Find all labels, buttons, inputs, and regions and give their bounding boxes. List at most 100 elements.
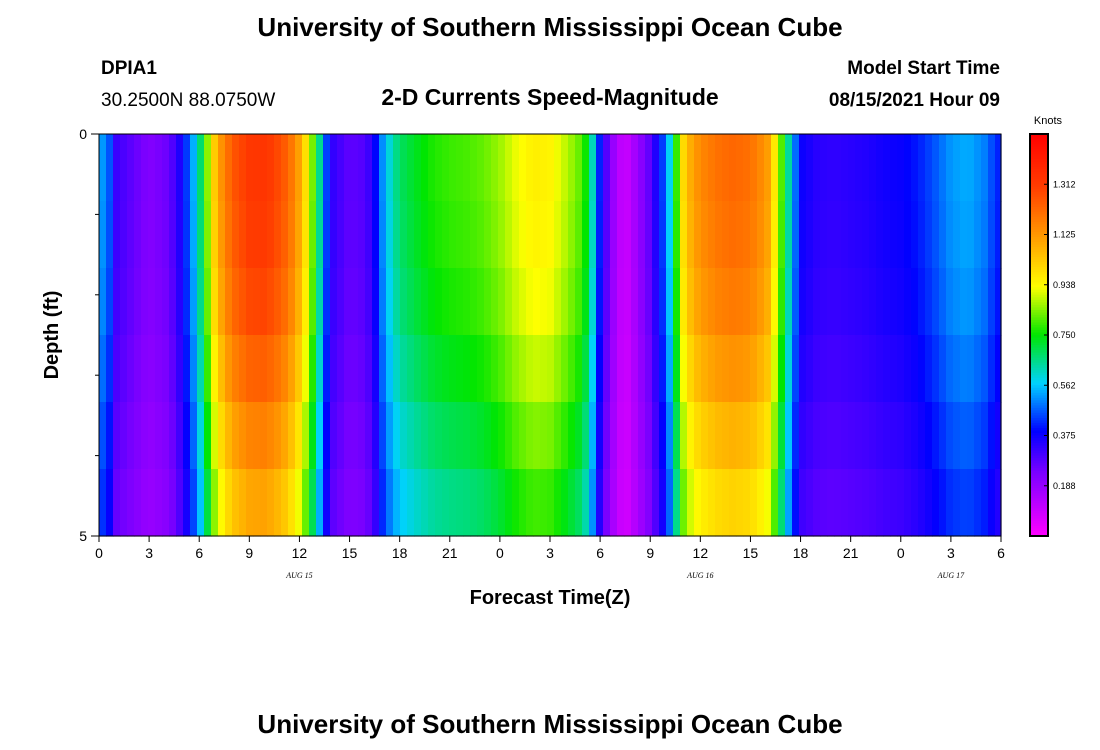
heatmap-cell — [960, 134, 968, 202]
colorbar-swatch — [1030, 191, 1048, 195]
heatmap-cell — [792, 201, 800, 269]
x-tick-label: 6 — [596, 545, 604, 561]
heatmap-cell — [736, 268, 744, 336]
heatmap-cell — [190, 268, 198, 336]
x-tick-label: 6 — [997, 545, 1005, 561]
heatmap-cell — [113, 402, 121, 470]
colorbar-swatch — [1030, 400, 1048, 404]
heatmap-cell — [547, 201, 555, 269]
heatmap-cell — [988, 335, 996, 403]
heatmap-cell — [253, 402, 261, 470]
heatmap-cell — [428, 268, 436, 336]
heatmap-cell — [792, 335, 800, 403]
colorbar-swatch — [1030, 229, 1048, 233]
heatmap-cell — [862, 201, 870, 269]
heatmap-cell — [386, 402, 394, 470]
heatmap-cell — [148, 268, 156, 336]
heatmap-cell — [344, 402, 352, 470]
heatmap-cell — [617, 201, 625, 269]
heatmap-cell — [890, 402, 898, 470]
heatmap-cell — [253, 469, 261, 537]
heatmap-cell — [302, 268, 310, 336]
colorbar-swatch — [1030, 478, 1048, 482]
heatmap-cell — [911, 402, 919, 470]
heatmap-cell — [372, 335, 380, 403]
heatmap-cell — [134, 335, 142, 403]
heatmap-cell — [981, 469, 989, 537]
heatmap-cell — [281, 469, 289, 537]
heatmap-cell — [246, 134, 254, 202]
heatmap-cell — [918, 134, 926, 202]
heatmap-cell — [757, 201, 765, 269]
colorbar-swatch — [1030, 365, 1048, 369]
heatmap-cell — [498, 469, 506, 537]
heatmap-cell — [127, 469, 135, 537]
heatmap-cell — [974, 201, 982, 269]
colorbar-swatch — [1030, 377, 1048, 381]
colorbar-swatch — [1030, 176, 1048, 180]
heatmap-cell — [260, 402, 268, 470]
heatmap-cell — [596, 201, 604, 269]
heatmap-cell — [785, 469, 793, 537]
heatmap-cell — [813, 335, 821, 403]
colorbar-swatch — [1030, 322, 1048, 326]
colorbar-swatch — [1030, 156, 1048, 160]
colorbar-swatch — [1030, 262, 1048, 266]
heatmap-cell — [141, 134, 149, 202]
heatmap-cell — [617, 469, 625, 537]
station-coordinates: 30.2500N 88.0750W — [101, 90, 275, 111]
heatmap-cell — [442, 201, 450, 269]
heatmap-cell — [190, 201, 198, 269]
heatmap-cell — [540, 201, 548, 269]
colorbar-swatch — [1030, 430, 1048, 434]
heatmap-cell — [274, 134, 282, 202]
heatmap-cell — [337, 469, 345, 537]
heatmap-cell — [274, 201, 282, 269]
x-axis: 0 3 6 9 12 15 18 21 0 3 6 9 12 15 18 21 0 3 6 AUG 15 AUG 16 A… — [95, 536, 1005, 580]
heatmap-cell — [197, 134, 205, 202]
heatmap-cell — [323, 469, 331, 537]
heatmap-cell — [435, 201, 443, 269]
heatmap-cell — [610, 268, 618, 336]
heatmap-cell — [582, 201, 590, 269]
heatmap-cell — [680, 201, 688, 269]
colorbar-swatch — [1030, 422, 1048, 427]
heatmap-cell — [820, 469, 828, 537]
colorbar-swatch — [1030, 352, 1048, 356]
heatmap-cell — [617, 335, 625, 403]
heatmap-cell — [176, 268, 184, 336]
heatmap-cell — [603, 268, 611, 336]
heatmap-cell — [694, 268, 702, 336]
heatmap-cell — [680, 402, 688, 470]
colorbar-swatch — [1030, 375, 1048, 379]
heatmap-cell — [456, 268, 464, 336]
colorbar-swatch — [1030, 505, 1048, 509]
heatmap-cell — [407, 402, 415, 470]
heatmap-cell — [309, 402, 317, 470]
heatmap-cell — [260, 134, 268, 202]
colorbar-swatch — [1030, 324, 1048, 329]
colorbar-swatch — [1030, 234, 1048, 238]
heatmap-cell — [834, 134, 842, 202]
heatmap-cell — [708, 469, 716, 537]
heatmap-cell — [848, 335, 856, 403]
heatmap-cell — [596, 469, 604, 537]
heatmap-cell — [652, 268, 660, 336]
colorbar-swatch — [1030, 417, 1048, 422]
heatmap-cell — [869, 201, 877, 269]
colorbar-swatch — [1030, 282, 1048, 286]
colorbar-swatch — [1030, 224, 1048, 228]
heatmap-cell — [365, 469, 373, 537]
heatmap-cell — [561, 268, 569, 336]
colorbar-swatch — [1030, 483, 1048, 487]
heatmap-cell — [610, 201, 618, 269]
heatmap-cell — [316, 268, 324, 336]
heatmap-cell — [890, 335, 898, 403]
heatmap-cell — [127, 201, 135, 269]
heatmap-cell — [869, 402, 877, 470]
heatmap-cell — [246, 402, 254, 470]
colorbar-swatch — [1030, 463, 1048, 467]
heatmap-cell — [953, 268, 961, 336]
heatmap-cell — [652, 469, 660, 537]
heatmap-cell — [281, 268, 289, 336]
